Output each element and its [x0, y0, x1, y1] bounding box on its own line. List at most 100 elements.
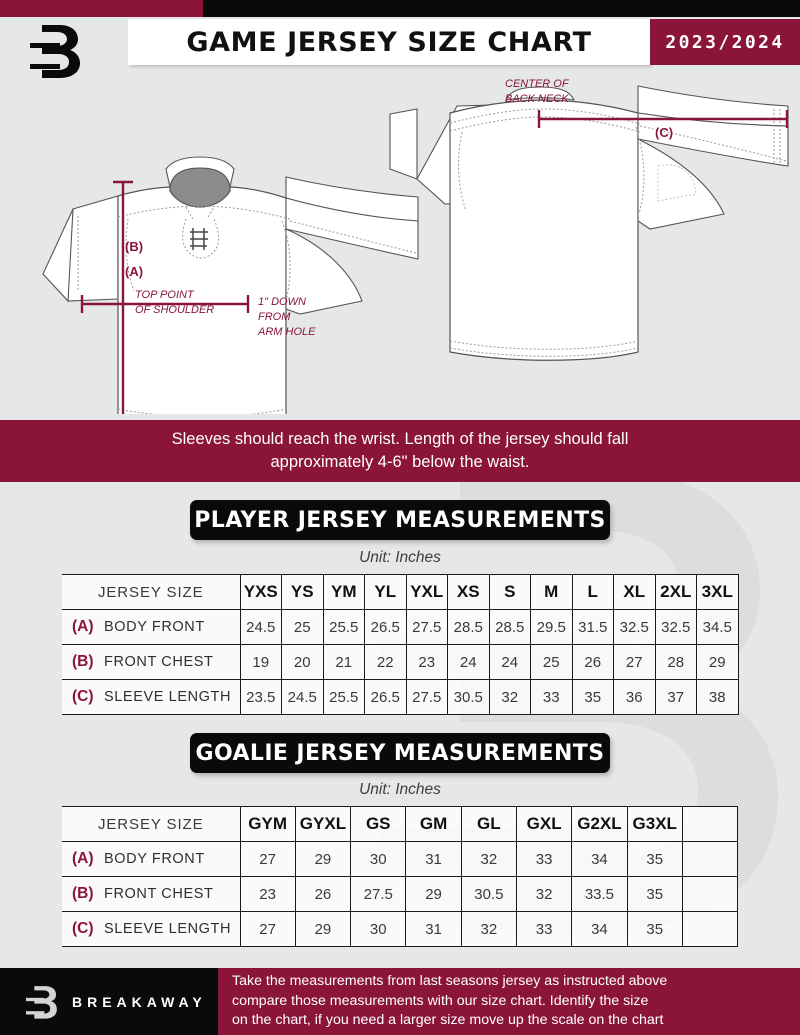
footer-line-2: compare those measurements with our size…	[232, 992, 649, 1009]
measurement-cell: 33	[530, 679, 573, 715]
measurement-cell: 30	[350, 911, 407, 947]
row-marker: (B)	[72, 885, 94, 902]
measurement-cell: 24	[447, 644, 490, 680]
row-label: (A) BODY FRONT	[62, 609, 241, 645]
footer-brand-panel: BREAKAWAY	[0, 968, 218, 1035]
marker-a-label: (A)	[125, 264, 143, 279]
column-header-s: S	[488, 574, 531, 610]
breakaway-b-logo-icon	[26, 985, 57, 1019]
measurement-cell: 32	[488, 679, 531, 715]
measurement-cell	[681, 911, 739, 947]
measurement-cell: 20	[281, 644, 324, 680]
column-header-xl: XL	[613, 574, 656, 610]
measurement-cell: 29.5	[530, 609, 573, 645]
measurement-cell: 28.5	[447, 609, 490, 645]
measurement-cell: 31.5	[571, 609, 614, 645]
measurement-cell: 26	[294, 876, 352, 912]
measurement-cell: 27.5	[405, 609, 448, 645]
row-label: (C) SLEEVE LENGTH	[62, 911, 241, 947]
measurement-cell: 29	[294, 911, 352, 947]
marker-b-label: (B)	[125, 239, 143, 254]
footer-brand-name: BREAKAWAY	[72, 993, 207, 1010]
column-header-m: M	[530, 574, 573, 610]
row-marker: (B)	[72, 653, 94, 670]
measurement-cell: 38	[696, 679, 739, 715]
measurement-cell: 28	[654, 644, 697, 680]
measurement-cell: 25	[281, 609, 324, 645]
measurement-cell: 26.5	[364, 609, 407, 645]
row-label: (B) FRONT CHEST	[62, 644, 241, 680]
measurement-cell: 28.5	[488, 609, 531, 645]
measurement-cell: 32	[460, 911, 517, 947]
note-line-2: approximately 4-6" below the waist.	[270, 453, 530, 471]
measurement-cell: 30.5	[447, 679, 490, 715]
measurement-cell: 36	[613, 679, 656, 715]
page-title: GAME JERSEY SIZE CHART	[186, 26, 592, 58]
column-header-ym: YM	[322, 574, 365, 610]
jersey-size-header: JERSEY SIZE	[62, 806, 241, 842]
marker-c-label: (C)	[655, 125, 673, 140]
top-bar-maroon	[0, 0, 203, 17]
player-unit-label: Unit: Inches	[359, 549, 441, 566]
measurement-cell: 19	[239, 644, 282, 680]
marker-a-note-2: OF SHOULDER	[135, 304, 214, 316]
table-row: (B) FRONT CHEST 19 20 21 22 23 24 24 25 26 27 28 29	[62, 644, 739, 680]
measurement-cell: 25.5	[322, 679, 365, 715]
row-name: FRONT CHEST	[104, 654, 214, 670]
measurement-cell: 32.5	[613, 609, 656, 645]
measurement-cell	[681, 876, 739, 912]
measure-line-a	[113, 180, 133, 414]
measurement-cell: 25.5	[322, 609, 365, 645]
table-header-row: JERSEY SIZE YXS YS YM YL YXL XS S M L XL 2XL 3XL	[62, 574, 739, 610]
measurement-cell: 29	[405, 876, 462, 912]
row-label: (A) BODY FRONT	[62, 841, 241, 877]
measurement-cell: 24.5	[281, 679, 324, 715]
row-name: SLEEVE LENGTH	[104, 921, 232, 937]
season-label: 2023/2024	[665, 31, 785, 53]
row-label: (C) SLEEVE LENGTH	[62, 679, 241, 715]
measurement-cell: 33.5	[571, 876, 628, 912]
measurement-cell: 23	[239, 876, 296, 912]
column-header-gxl: GXL	[515, 806, 573, 842]
row-marker: (A)	[72, 618, 94, 635]
footer-line-1: Take the measurements from last seasons …	[232, 973, 668, 990]
measurement-cell: 37	[654, 679, 697, 715]
note-line-1: Sleeves should reach the wrist. Length o…	[171, 430, 629, 448]
column-header-gyxl: GYXL	[294, 806, 352, 842]
column-header-yl: YL	[364, 574, 407, 610]
measurement-cell: 27	[239, 911, 296, 947]
column-header-ys: YS	[281, 574, 324, 610]
marker-b-note-3: ARM HOLE	[257, 326, 316, 338]
column-header-yxs: YXS	[239, 574, 282, 610]
measurement-cell: 24.5	[239, 609, 282, 645]
measurement-cell: 32	[515, 876, 573, 912]
measurement-cell: 21	[322, 644, 365, 680]
measurement-cell: 27.5	[350, 876, 407, 912]
column-header-gs: GS	[350, 806, 407, 842]
row-name: BODY FRONT	[104, 851, 205, 867]
row-marker: (C)	[72, 920, 94, 937]
measurement-cell: 31	[405, 841, 462, 877]
marker-b-note-1: 1" DOWN	[258, 296, 306, 308]
column-header-g3xl: G3XL	[626, 806, 683, 842]
marker-b-note-2: FROM	[258, 311, 291, 323]
page-header: GAME JERSEY SIZE CHART 2023/2024	[0, 17, 800, 78]
column-header-yxl: YXL	[405, 574, 448, 610]
row-marker: (A)	[72, 850, 94, 867]
measurement-cell: 27	[613, 644, 656, 680]
row-name: SLEEVE LENGTH	[104, 689, 232, 705]
footer-line-3: on the chart, if you need a larger size …	[232, 1012, 664, 1029]
table-header-row: JERSEY SIZE GYM GYXL GS GM GL GXL G2XL G3XL	[62, 806, 739, 842]
top-bar-black	[203, 0, 800, 17]
measurement-cell: 23.5	[239, 679, 282, 715]
goalie-heading-label: GOALIE JERSEY MEASUREMENTS	[195, 740, 605, 766]
column-header-3xl: 3XL	[696, 574, 739, 610]
measurement-cell: 29	[696, 644, 739, 680]
column-header-xs: XS	[447, 574, 490, 610]
table-row: (C) SLEEVE LENGTH 23.5 24.5 25.5 26.5 27.5 30.5…	[62, 679, 739, 715]
footer-instructions: Take the measurements from last seasons …	[218, 968, 800, 1035]
row-name: BODY FRONT	[104, 619, 205, 635]
measurement-cell: 23	[405, 644, 448, 680]
goalie-measurements-table: JERSEY SIZE GYM GYXL GS GM GL GXL G2XL G3XL (A) B…	[62, 806, 739, 947]
